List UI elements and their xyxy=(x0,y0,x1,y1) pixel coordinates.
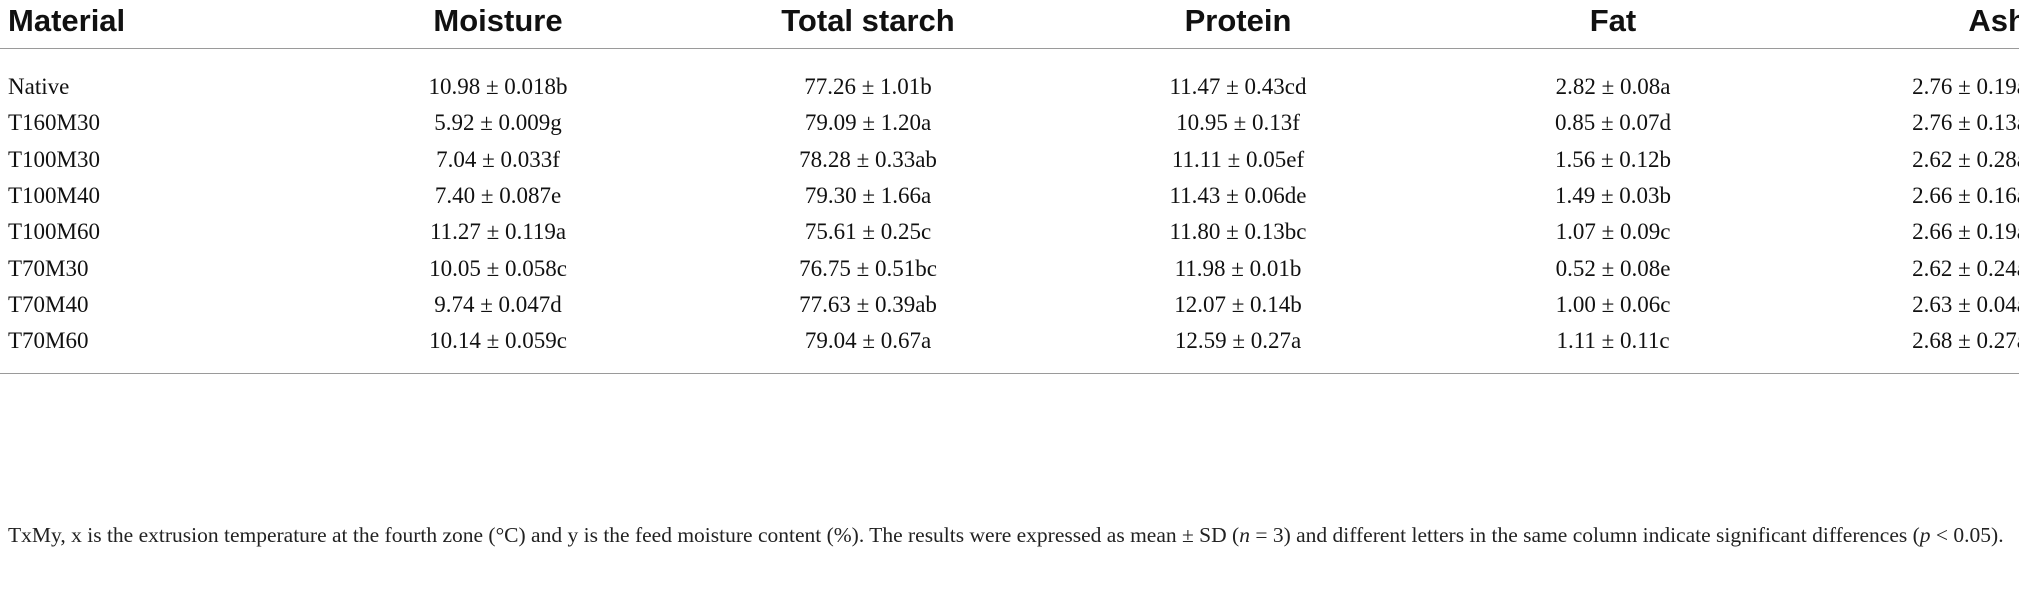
table-row: T70M40 9.74 ± 0.047d 77.63 ± 0.39ab 12.0… xyxy=(0,287,2019,323)
cell-moisture: 10.98 ± 0.018b xyxy=(428,74,568,100)
table-row: T100M30 7.04 ± 0.033f 78.28 ± 0.33ab 11.… xyxy=(0,142,2019,178)
cell-total-starch: 77.26 ± 1.01b xyxy=(804,74,932,100)
cell-moisture: 7.40 ± 0.087e xyxy=(434,183,562,209)
cell-fat: 1.07 ± 0.09c xyxy=(1555,219,1671,245)
header-fat: Fat xyxy=(1428,0,1798,49)
cell-fat: 1.11 ± 0.11c xyxy=(1428,323,1798,375)
cell-material: T70M30 xyxy=(8,255,89,281)
cell-material: T100M40 xyxy=(8,183,100,209)
table-body: Native 10.98 ± 0.018b 77.26 ± 1.01b 11.4… xyxy=(0,49,2019,375)
table-row: T160M30 5.92 ± 0.009g 79.09 ± 1.20a 10.9… xyxy=(0,105,2019,141)
cell-ash: 2.76 ± 0.13a xyxy=(1912,110,2019,136)
footnote-n-symbol: n xyxy=(1239,523,1250,547)
cell-fat: 2.82 ± 0.08a xyxy=(1555,74,1671,100)
header-protein: Protein xyxy=(1048,0,1428,49)
cell-ash: 2.66 ± 0.16a xyxy=(1912,183,2019,209)
table-row: T100M40 7.40 ± 0.087e 79.30 ± 1.66a 11.4… xyxy=(0,178,2019,214)
cell-ash: 2.62 ± 0.28a xyxy=(1912,146,2019,172)
composition-table: Material Moisture Total starch Protein F… xyxy=(0,0,2019,375)
cell-total-starch: 79.09 ± 1.20a xyxy=(804,110,932,136)
header-row: Material Moisture Total starch Protein F… xyxy=(0,0,2019,49)
cell-material: Native xyxy=(8,74,70,100)
footnote-text-3: < 0.05). xyxy=(1930,523,2004,547)
header-total-starch: Total starch xyxy=(688,0,1048,49)
cell-total-starch: 77.63 ± 0.39ab xyxy=(799,291,937,317)
table-row: T70M60 10.14 ± 0.059c 79.04 ± 0.67a 12.5… xyxy=(0,323,2019,375)
cell-fat: 0.52 ± 0.08e xyxy=(1555,255,1671,281)
cell-protein: 12.07 ± 0.14b xyxy=(1174,291,1302,317)
table-row: Native 10.98 ± 0.018b 77.26 ± 1.01b 11.4… xyxy=(0,49,2019,106)
cell-total-starch: 78.28 ± 0.33ab xyxy=(799,146,937,172)
footnote-p-symbol: p xyxy=(1919,523,1931,547)
table-footnote: TxMy, x is the extrusion temperature at … xyxy=(8,518,2008,552)
cell-material: T100M30 xyxy=(8,146,100,172)
footnote-text-1: TxMy, x is the extrusion temperature at … xyxy=(8,523,1240,547)
cell-fat: 1.56 ± 0.12b xyxy=(1554,146,1672,172)
footnote-text-2: = 3) and different letters in the same c… xyxy=(1249,523,1920,547)
cell-total-starch: 75.61 ± 0.25c xyxy=(804,219,932,245)
cell-ash: 2.62 ± 0.24a xyxy=(1912,255,2019,281)
cell-protein: 11.11 ± 0.05ef xyxy=(1171,146,1305,172)
cell-total-starch: 79.30 ± 1.66a xyxy=(804,183,932,209)
cell-material: T160M30 xyxy=(8,110,100,136)
header-material: Material xyxy=(0,0,308,49)
cell-material: T70M60 xyxy=(0,323,308,375)
cell-protein: 11.47 ± 0.43cd xyxy=(1169,74,1307,100)
cell-material: T100M60 xyxy=(8,219,100,245)
cell-moisture: 5.92 ± 0.009g xyxy=(434,110,562,136)
cell-moisture: 10.14 ± 0.059c xyxy=(308,323,688,375)
header-moisture: Moisture xyxy=(308,0,688,49)
cell-moisture: 10.05 ± 0.058c xyxy=(429,255,567,281)
cell-ash: 2.66 ± 0.19a xyxy=(1912,219,2019,245)
cell-total-starch: 79.04 ± 0.67a xyxy=(688,323,1048,375)
cell-protein: 11.80 ± 0.13bc xyxy=(1169,219,1307,245)
cell-ash: 2.63 ± 0.04a xyxy=(1912,291,2019,317)
cell-protein: 10.95 ± 0.13f xyxy=(1176,110,1300,136)
cell-ash: 2.76 ± 0.19a xyxy=(1912,74,2019,100)
cell-protein: 12.59 ± 0.27a xyxy=(1048,323,1428,375)
table-row: T100M60 11.27 ± 0.119a 75.61 ± 0.25c 11.… xyxy=(0,214,2019,250)
cell-material: T70M40 xyxy=(8,291,89,317)
cell-total-starch: 76.75 ± 0.51bc xyxy=(799,255,937,281)
table-header: Material Moisture Total starch Protein F… xyxy=(0,0,2019,49)
header-ash: Ash xyxy=(1798,0,2019,49)
table-row: T70M30 10.05 ± 0.058c 76.75 ± 0.51bc 11.… xyxy=(0,250,2019,286)
cell-fat: 0.85 ± 0.07d xyxy=(1554,110,1672,136)
composition-table-container: Material Moisture Total starch Protein F… xyxy=(0,0,2019,375)
cell-moisture: 7.04 ± 0.033f xyxy=(436,146,560,172)
cell-protein: 11.43 ± 0.06de xyxy=(1169,183,1307,209)
cell-fat: 1.00 ± 0.06c xyxy=(1555,291,1671,317)
cell-moisture: 11.27 ± 0.119a xyxy=(429,219,567,245)
cell-fat: 1.49 ± 0.03b xyxy=(1554,183,1672,209)
cell-ash: 2.68 ± 0.27a xyxy=(1798,323,2019,375)
cell-moisture: 9.74 ± 0.047d xyxy=(434,291,562,317)
cell-protein: 11.98 ± 0.01b xyxy=(1174,255,1302,281)
